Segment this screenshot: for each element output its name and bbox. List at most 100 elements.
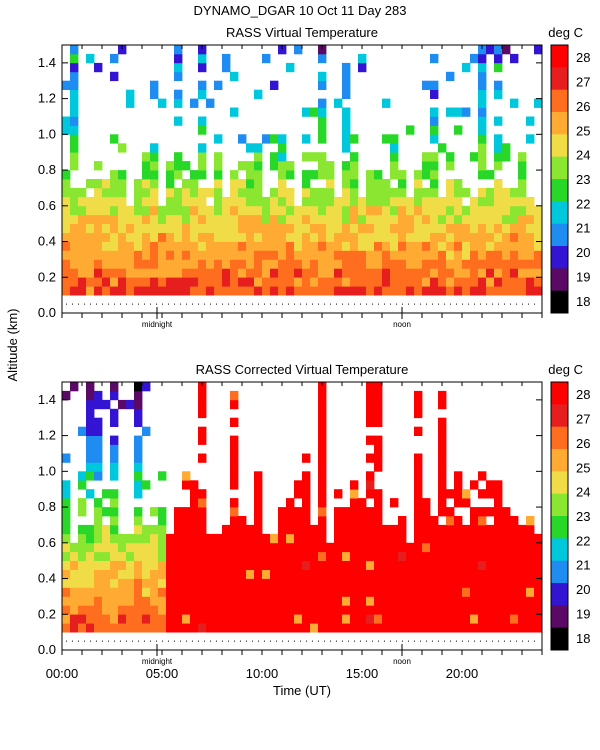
heat-cell	[270, 533, 279, 544]
heat-cell	[382, 587, 391, 597]
heat-cell	[126, 205, 135, 216]
heat-cell	[254, 542, 263, 553]
heat-cell	[78, 542, 87, 553]
heat-cell	[62, 170, 71, 180]
heat-cell	[294, 596, 303, 606]
heat-cell	[110, 524, 119, 535]
heat-cell	[62, 80, 71, 90]
heat-cell	[430, 125, 439, 135]
heat-cell	[262, 596, 271, 606]
heat-cell	[174, 53, 183, 64]
heat-cell	[230, 187, 239, 198]
heat-cell	[382, 214, 391, 224]
heat-cell	[494, 196, 503, 207]
heat-cell	[478, 232, 487, 242]
heat-cell	[110, 179, 119, 189]
heat-cell	[342, 614, 351, 624]
colorbar-swatch	[551, 493, 568, 517]
heat-cell	[526, 524, 535, 535]
heat-cell	[326, 268, 335, 278]
heat-cell	[374, 516, 383, 526]
heat-cell	[518, 533, 527, 544]
heat-cell	[182, 214, 191, 224]
heat-cell	[150, 560, 159, 570]
heat-cell	[494, 45, 503, 55]
heat-cell	[230, 196, 239, 207]
heat-cell	[438, 569, 447, 579]
heat-cell	[246, 259, 255, 269]
heat-cell	[142, 250, 151, 260]
heat-cell	[478, 286, 487, 296]
heat-cell	[278, 223, 287, 233]
heat-cell	[342, 143, 351, 153]
heat-cell	[134, 489, 143, 499]
heat-cell	[166, 232, 175, 242]
heat-cell	[374, 551, 383, 561]
heat-cell	[86, 408, 95, 419]
heat-cell	[174, 214, 183, 224]
heat-cell	[86, 614, 95, 624]
heat-cell	[182, 223, 191, 233]
heat-cell	[214, 268, 223, 278]
x-tick-label: 05:00	[146, 666, 179, 681]
heat-cell	[326, 596, 335, 606]
heat-cell	[70, 125, 79, 135]
heat-cell	[214, 152, 223, 162]
heat-cell	[174, 277, 183, 287]
heat-cell	[302, 480, 311, 490]
heat-cell	[174, 560, 183, 570]
heat-cell	[446, 533, 455, 544]
heat-cell	[270, 250, 279, 260]
heat-cell	[334, 605, 343, 615]
heat-cell	[214, 161, 223, 171]
heat-cell	[70, 89, 79, 99]
heat-cell	[86, 196, 95, 207]
heat-cell	[278, 587, 287, 597]
heat-cell	[470, 542, 479, 553]
colorbar-swatch	[551, 179, 568, 202]
heat-cell	[78, 187, 87, 198]
colorbar-tick-label: 27	[576, 412, 590, 427]
heat-cell	[230, 205, 239, 216]
heat-cell	[318, 241, 327, 251]
heat-cell	[174, 98, 183, 108]
heat-cell	[238, 250, 247, 260]
heat-cell	[534, 268, 543, 278]
heat-cell	[350, 507, 359, 517]
heat-cell	[126, 605, 135, 615]
heat-cell	[190, 98, 199, 108]
heat-cell	[142, 277, 151, 287]
heat-cell	[294, 516, 303, 526]
heat-cell	[518, 241, 527, 251]
heat-cell	[238, 551, 247, 561]
heat-cell	[94, 250, 103, 260]
heat-cell	[358, 223, 367, 233]
heat-cell	[142, 223, 151, 233]
heat-cell	[166, 161, 175, 171]
heat-cell	[470, 524, 479, 535]
heat-cell	[374, 196, 383, 207]
heat-cell	[94, 286, 103, 296]
heat-cell	[230, 578, 239, 588]
heat-cell	[366, 170, 375, 180]
heat-cell	[478, 53, 487, 64]
heat-cell	[86, 53, 95, 64]
heat-cell	[230, 444, 239, 454]
heat-cell	[422, 170, 431, 180]
heat-cell	[502, 596, 511, 606]
colorbar-tick-label: 25	[576, 123, 590, 138]
heat-cell	[262, 551, 271, 561]
heat-cell	[190, 623, 199, 633]
heat-cell	[246, 623, 255, 633]
heat-cell	[366, 223, 375, 233]
heat-cell	[86, 551, 95, 561]
heat-cell	[502, 569, 511, 579]
heat-cell	[358, 277, 367, 287]
heat-cell	[414, 232, 423, 242]
heat-cell	[254, 569, 263, 579]
heat-cell	[478, 241, 487, 251]
heat-cell	[302, 605, 311, 615]
heat-cell	[534, 45, 543, 55]
heat-cell	[430, 196, 439, 207]
heat-cell	[110, 408, 119, 419]
